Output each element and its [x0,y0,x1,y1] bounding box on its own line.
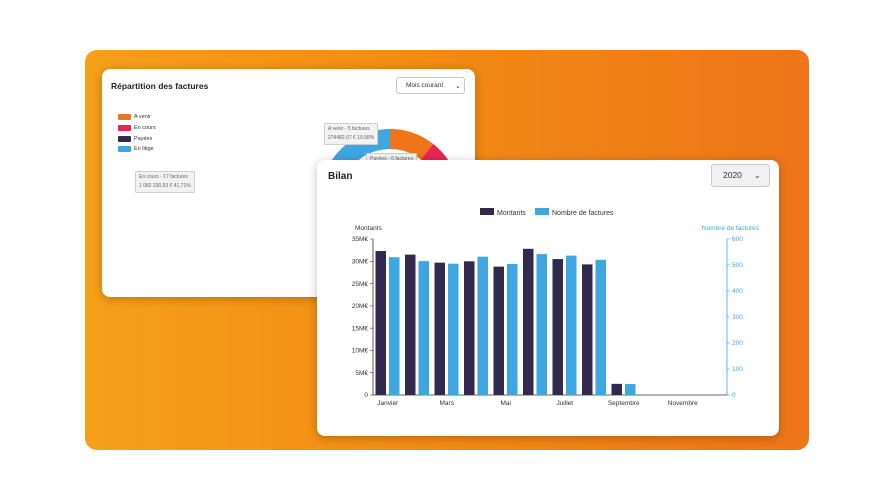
bar-factures-8 [595,259,606,395]
period-select[interactable]: Mois courant ⌄ [396,77,465,94]
bar-montants-8 [582,264,593,395]
distribution-title: Répartition des factures [111,81,209,91]
legend-swatch [118,125,131,132]
period-select-value: Mois courant [406,82,444,89]
donut-legend: A venir En cours Payées En litige [118,112,156,155]
left-tick-label: 10M€ [352,348,369,355]
x-tick-label: Mai [501,400,511,407]
x-tick-label: Juillet [556,400,573,407]
bar-factures-6 [536,254,547,395]
legend-label: En litige [134,146,154,153]
chevron-down-icon: ⌄ [754,171,761,180]
bar-montants-9 [611,383,622,395]
left-tick-label: 20M€ [352,303,369,310]
bar-montants-4 [464,261,475,395]
left-tick-label: 15M€ [352,325,369,332]
legend-item[interactable]: A venir [118,112,156,123]
left-tick-label: 35M€ [352,236,369,243]
bar-legend: Montants Nombre de factures [480,208,614,217]
legend-swatch-montants [480,208,494,215]
right-axis-title: Nombre de factures [702,225,760,232]
legend-swatch-factures [535,208,549,215]
legend-swatch [118,146,131,153]
x-tick-label: Janvier [377,400,399,407]
bar-montants-7 [552,259,563,395]
year-select-value: 2020 [723,170,742,180]
bar-factures-4 [477,256,488,395]
right-tick-label: 100 [732,366,743,373]
bilan-title: Bilan [328,171,353,182]
bar-factures-2 [418,261,429,395]
right-tick-label: 400 [732,288,743,295]
legend-label: A venir [134,114,151,121]
tooltip-line: 274482,67 € 10,58% [328,135,375,141]
bar-factures-1 [389,257,400,395]
x-tick-label: Novembre [668,400,698,407]
left-tick-label: 0 [364,392,368,399]
tooltip-en-cours: En cours - 17 factures 1 082 230,53 € 41… [135,171,195,193]
legend-label: Payées [134,135,153,142]
left-axis-title: Montants [355,225,382,232]
bilan-card: Bilan 2020 ⌄ Montants Nombre de factures M… [317,160,779,436]
bar-montants-3 [434,262,445,395]
donut-slice-1 [390,129,434,160]
legend-item[interactable]: En cours [118,123,156,134]
left-tick-label: 5M€ [355,370,368,377]
bilan-bar-chart: Montants Nombre de factures Montants Nombre… [352,208,760,407]
bar-montants-6 [523,248,534,395]
bar-factures-3 [448,263,459,395]
right-tick-label: 0 [732,392,736,399]
tooltip-line: En cours - 17 factures [139,174,188,180]
left-tick-label: 25M€ [352,281,369,288]
bar-montants-5 [493,266,504,395]
left-tick-label: 30M€ [352,258,369,265]
tooltip-a-venir: A venir - 5 factures 274482,67 € 10,58% [324,123,379,145]
x-tick-label: Septembre [608,400,640,407]
chevron-down-icon: ⌄ [455,83,461,90]
year-select[interactable]: 2020 ⌄ [711,164,770,187]
bar-factures-9 [625,384,636,395]
right-tick-label: 500 [732,262,743,269]
bar-factures-7 [566,255,577,395]
bar-factures-5 [507,263,518,395]
x-tick-label: Mars [440,400,455,407]
right-tick-label: 600 [732,236,743,243]
tooltip-line: 1 082 230,53 € 41,71% [139,183,191,189]
bar-montants-2 [405,254,416,395]
legend-label: En cours [134,125,156,132]
tooltip-line: A venir - 5 factures [328,126,370,132]
legend-item[interactable]: Payées [118,133,156,144]
right-tick-label: 300 [732,314,743,321]
right-tick-label: 200 [732,340,743,347]
legend-swatch [118,135,131,142]
legend-label-montants: Montants [497,210,526,217]
tooltip-line: Payées - 6 factures [370,156,414,162]
legend-swatch [118,114,131,121]
bar-montants-1 [375,251,386,395]
legend-label-factures: Nombre de factures [552,210,614,217]
legend-item[interactable]: En litige [118,144,156,155]
